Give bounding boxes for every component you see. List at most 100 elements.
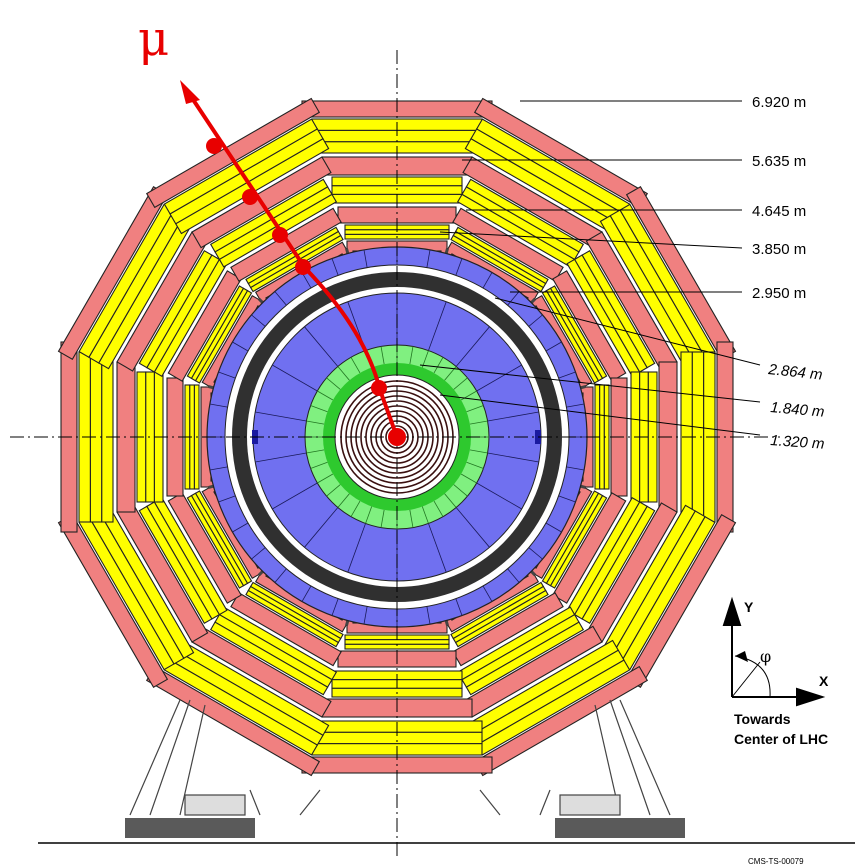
yoke-ring-1-sector-6-strip-1-body [344, 639, 450, 645]
hcal-inner-segment-line-4 [487, 411, 539, 422]
ecal-segment-line-25 [310, 461, 328, 469]
yoke-ring-1-sector-5-strip-2 [454, 589, 549, 648]
hcal-segment-line-34 [331, 258, 339, 276]
ecal-segment-line-30 [317, 390, 334, 401]
yoke-ring-2-sector-7-strip-2 [209, 621, 329, 696]
hcal-segment-line-29 [218, 371, 236, 379]
hcal-segment-line-33 [301, 272, 312, 289]
hcal-inner-segment-line-2 [455, 326, 490, 367]
hcal-segments [207, 247, 587, 627]
ecal-segment-line-1 [409, 346, 414, 365]
hcal-inner-segment-line-8 [428, 523, 447, 573]
muon-chamber-ring-2-sector-8 [167, 492, 242, 604]
muon-chamber-ring-2-sector-8-body [167, 492, 242, 604]
yoke-ring-1-sector-4-strip-2-body [549, 494, 608, 589]
hcal-segment-line-28 [209, 403, 228, 408]
hcal-segment-line-20 [331, 598, 339, 616]
hcal-segment-line-31 [251, 314, 266, 327]
yoke-ring-1-sector-3-strip-1 [599, 384, 605, 490]
hcal-segment-line-19 [363, 606, 368, 625]
radius-label-3850: 3.850 m [752, 241, 806, 258]
yoke-ring-2-sector-2-strip-2 [581, 249, 656, 369]
hcal-segment-line-3 [482, 272, 493, 289]
yoke-ring-2-sector-1-strip-2-body [465, 178, 585, 253]
ecal-segment-line-20 [365, 506, 373, 524]
yoke-ring-2-sector-5-strip-2 [465, 621, 585, 696]
radius-label-4645: 4.645 m [752, 203, 806, 220]
hcal-segment-line-13 [528, 547, 543, 560]
yoke-ring-2-sector-7-strip-2-body [209, 621, 329, 696]
radius-leaders [419, 100, 761, 436]
hcal-segment-line-1 [426, 249, 431, 268]
right-foot [555, 818, 685, 838]
yoke-ring-2-sector-1-strip-2 [465, 178, 585, 253]
hcal-segment-line-21 [301, 585, 312, 602]
hcal-segment-line-14 [507, 568, 520, 583]
radius-label-2864: 2.864 m [767, 361, 824, 384]
phi-label: φ [760, 647, 771, 666]
hcal-segment-line-32 [274, 291, 287, 306]
radius-label-6920: 6.920 m [752, 94, 806, 111]
yoke-ring-2-sector-10-strip-2 [138, 249, 213, 369]
muon-symbol: μ [138, 11, 169, 67]
hcal-segment-line-5 [528, 314, 543, 327]
ecal-segment-line-12 [460, 473, 477, 484]
yoke-ring-1-sector-3-strip-1-body [599, 384, 605, 490]
ecal-segment-line-6 [460, 390, 477, 401]
yoke-ring-1-sector-1-strip-2-body [454, 226, 549, 285]
muon-chamber-ring-2-sector-7 [230, 592, 342, 667]
radius-label-1840: 1.840 m [770, 399, 825, 421]
tracker-ring-36 [360, 400, 434, 474]
ecal-segment-line-32 [337, 366, 350, 381]
ecal-segment-line-33 [350, 357, 361, 374]
muon-hits [206, 138, 406, 446]
hcal-inner-segment-line-6 [476, 482, 522, 510]
yoke-ring-1-sector-6-strip-1 [344, 639, 450, 645]
yoke-ring-1-sector-8-strip-2-body [186, 494, 245, 589]
yoke-ring-2-sector-8-strip-2 [138, 505, 213, 625]
hcal-inner-segment-line-3 [476, 364, 522, 392]
yoke-ring-2-sector-8-strip-2-body [138, 505, 213, 625]
yoke-ring-1-sector-2-strip-2 [549, 285, 608, 380]
yoke-ring-1-sector-2-strip-2-body [549, 285, 608, 380]
yoke-ring-1-sector-11-strip-2-body [245, 226, 340, 285]
hcal-segment-line-25 [218, 495, 236, 503]
hcal-inner-segment-line-12 [272, 482, 318, 510]
muon-chamber-ring-2-sector-1 [452, 207, 564, 282]
ecal-segment-line-26 [306, 449, 325, 454]
yoke-ring-1-sector-7-strip-2-body [245, 589, 340, 648]
ecal-segment-line-15 [433, 500, 444, 517]
hcal-inner-segment-line-5 [487, 452, 539, 463]
hcal-segment-line-17 [426, 606, 431, 625]
muon-chamber-ring-2-sector-2-body [552, 270, 627, 382]
yoke-ring-1-sector-8-strip-2 [186, 494, 245, 589]
yoke-ring-2-sector-4-strip-2 [581, 505, 656, 625]
yoke-ring-1-sector-5-strip-2-body [454, 589, 549, 648]
hcal-segment-line-7 [558, 371, 576, 379]
yoke-ring-1-sector-10-strip-2-body [186, 285, 245, 380]
hcal-segment-line-24 [232, 522, 249, 533]
yoke-ring-1-sector-1-strip-2 [454, 226, 549, 285]
ecal-segment-line-11 [466, 461, 484, 469]
yoke-ring-2-sector-10-strip-2-body [138, 249, 213, 369]
hcal-inner-segment-line-11 [304, 507, 339, 548]
ecal-segment-line-3 [433, 357, 444, 374]
muon-chamber-ring-2-sector-4 [552, 492, 627, 604]
yoke-ring-1-sector-7-strip-2 [245, 589, 340, 648]
muon-chamber-ring-2-sector-4-body [552, 492, 627, 604]
hcal-inner-segment-line-15 [272, 364, 318, 392]
hcal-segment-line-30 [232, 341, 249, 352]
muon-track-arrowhead [180, 80, 200, 104]
muon-chamber-ring-2-sector-7-body [230, 592, 342, 667]
ecal-segment-line-22 [337, 493, 350, 508]
yoke-ring-3-sector-11-strip-2-body [163, 118, 319, 215]
support-feet [129, 699, 671, 816]
hcal-segment-line-22 [274, 568, 287, 583]
hcal-segment-line-16 [455, 598, 463, 616]
ecal-segment-line-13 [453, 484, 468, 497]
left-foot [125, 818, 255, 838]
ecal-segment-line-24 [317, 473, 334, 484]
ecal-segment-line-14 [444, 493, 457, 508]
ecal-segment-line-17 [409, 509, 414, 528]
